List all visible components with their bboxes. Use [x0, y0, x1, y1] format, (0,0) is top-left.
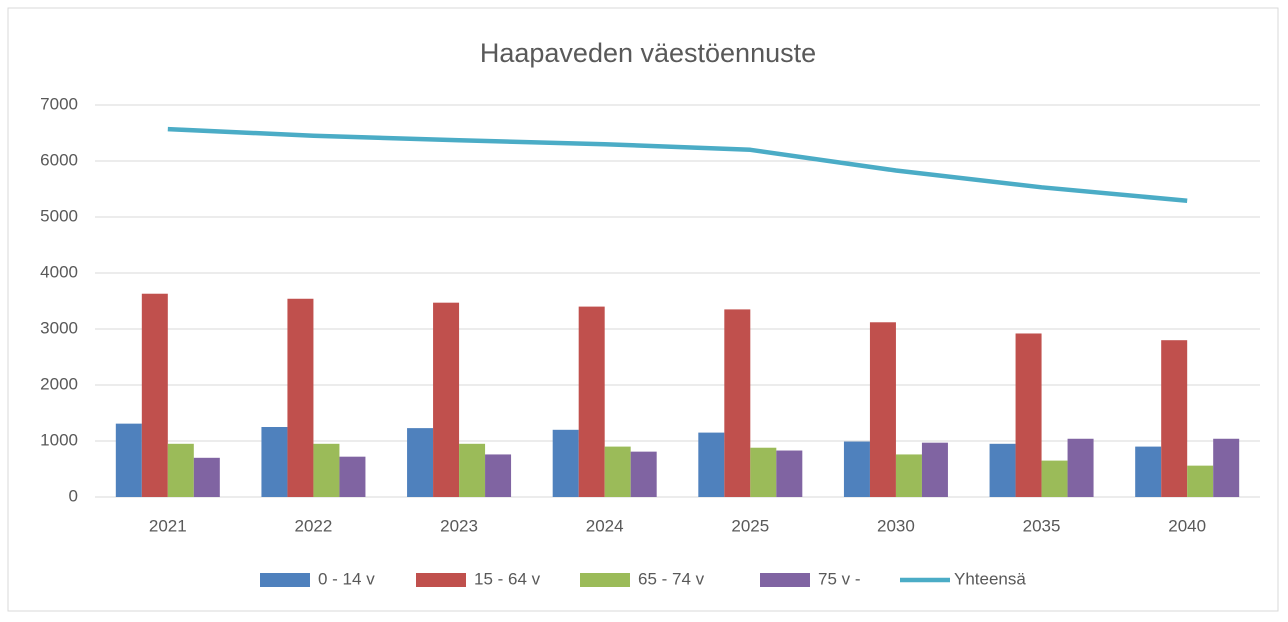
- legend-label: 0 - 14 v: [318, 569, 375, 588]
- y-tick-label: 3000: [40, 318, 78, 337]
- bar: [193, 457, 220, 497]
- legend-swatch: [416, 573, 466, 587]
- bar: [698, 432, 725, 497]
- bar: [776, 450, 803, 497]
- bar: [407, 428, 434, 497]
- x-tick-label: 2024: [586, 516, 624, 535]
- bar: [630, 451, 657, 497]
- bar: [552, 429, 579, 497]
- bar: [339, 456, 366, 497]
- legend-label: 65 - 74 v: [638, 569, 705, 588]
- bar: [1041, 460, 1068, 497]
- bar: [843, 441, 870, 497]
- bar: [604, 446, 631, 497]
- bar: [1015, 333, 1042, 497]
- bar: [167, 443, 194, 497]
- bar: [1161, 340, 1188, 497]
- bar: [750, 447, 777, 497]
- bar: [115, 423, 142, 497]
- line: [167, 126, 1188, 204]
- bar: [459, 443, 486, 497]
- legend-swatch: [760, 573, 810, 587]
- y-tick-label: 7000: [40, 94, 78, 113]
- bar: [989, 443, 1016, 497]
- y-tick-label: 6000: [40, 150, 78, 169]
- x-tick-label: 2021: [149, 516, 187, 535]
- legend-label: Yhteensä: [954, 569, 1026, 588]
- bar: [433, 302, 460, 497]
- x-tick-label: 2025: [731, 516, 769, 535]
- bar: [1135, 446, 1162, 497]
- y-tick-label: 2000: [40, 374, 78, 393]
- bar: [578, 306, 605, 497]
- x-tick-label: 2035: [1023, 516, 1061, 535]
- bar: [724, 309, 751, 497]
- x-tick-label: 2023: [440, 516, 478, 535]
- chart-title: Haapaveden väestöennuste: [480, 38, 816, 68]
- x-tick-label: 2040: [1168, 516, 1206, 535]
- y-tick-label: 5000: [40, 206, 78, 225]
- bar: [869, 322, 896, 497]
- x-tick-label: 2030: [877, 516, 915, 535]
- x-tick-label: 2022: [295, 516, 333, 535]
- bar: [1067, 438, 1094, 497]
- legend-swatch: [580, 573, 630, 587]
- bar: [895, 454, 922, 497]
- y-tick-label: 1000: [40, 430, 78, 449]
- bar: [1187, 465, 1214, 497]
- bar: [141, 293, 168, 497]
- bar: [287, 298, 314, 497]
- bar: [313, 443, 340, 497]
- bar: [1213, 438, 1240, 497]
- bar: [485, 454, 512, 497]
- bar: [261, 427, 288, 497]
- bar: [921, 442, 948, 497]
- legend-swatch: [260, 573, 310, 587]
- y-tick-label: 0: [69, 486, 78, 505]
- legend-label: 75 v -: [818, 569, 861, 588]
- chart-border: [7, 7, 1279, 612]
- y-tick-label: 4000: [40, 262, 78, 281]
- legend-label: 15 - 64 v: [474, 569, 541, 588]
